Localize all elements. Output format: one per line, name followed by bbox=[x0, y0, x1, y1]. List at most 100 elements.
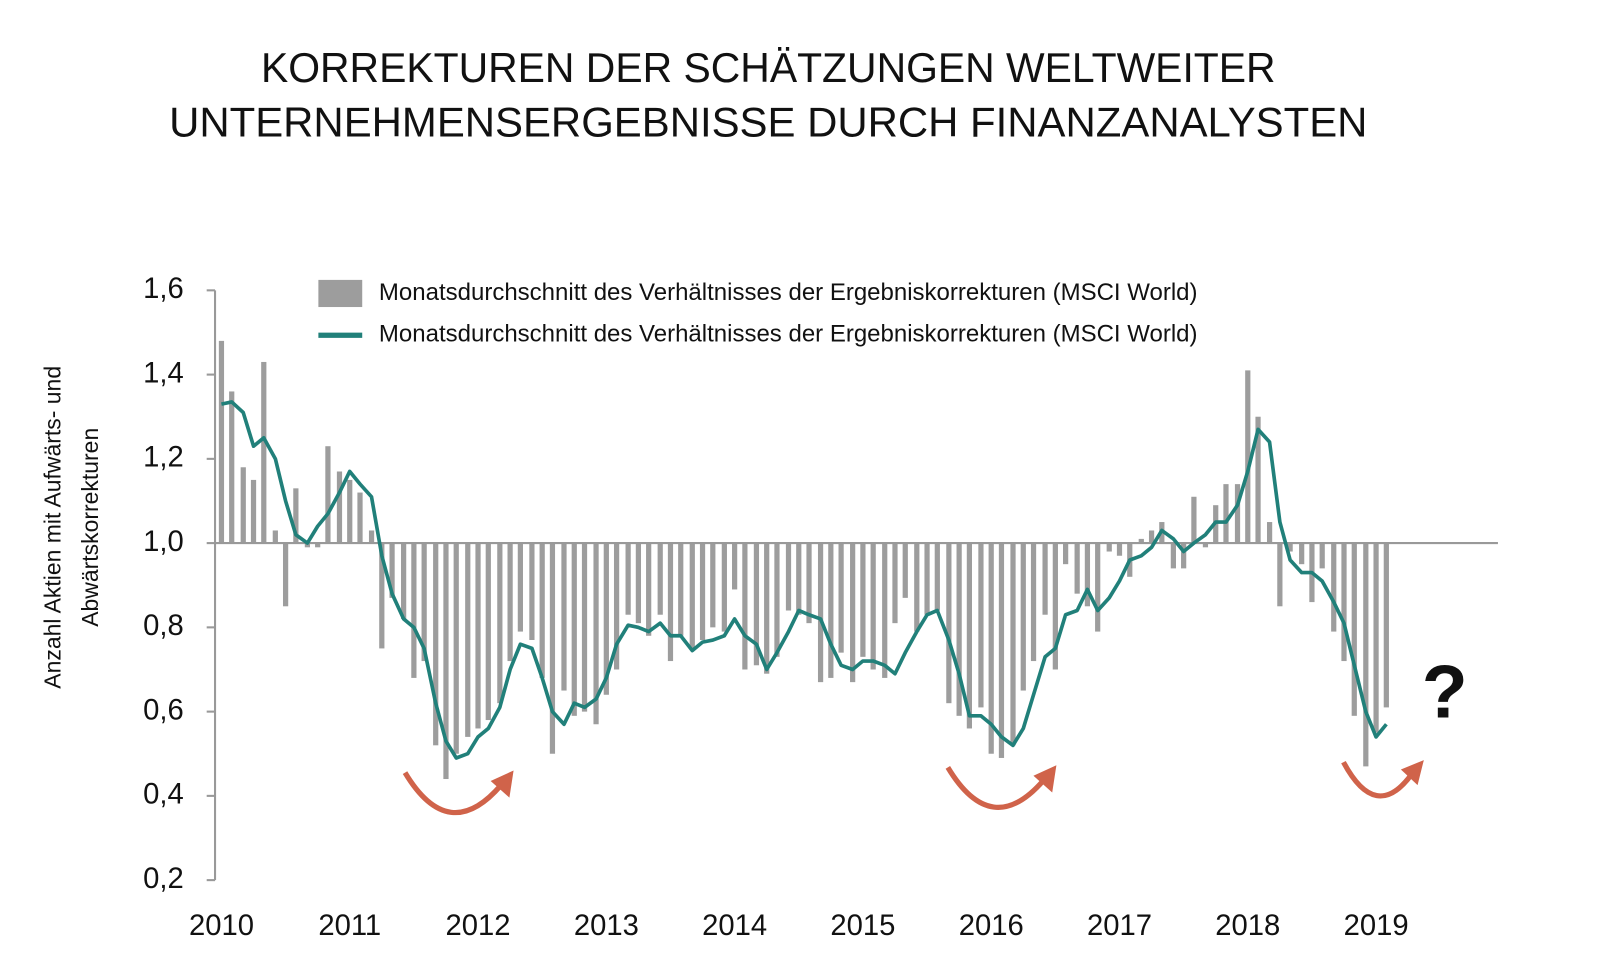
arrows bbox=[402, 760, 1414, 816]
y-axis-title-line: Anzahl Aktien mit Aufwärts- und bbox=[39, 366, 65, 689]
y-tick-label: 1,0 bbox=[143, 526, 184, 558]
bar bbox=[1255, 416, 1261, 544]
bar bbox=[924, 543, 930, 615]
annotation: ? bbox=[1422, 649, 1468, 733]
bar bbox=[507, 543, 513, 662]
bar bbox=[998, 543, 1005, 758]
arrow bbox=[402, 771, 504, 816]
arrow bbox=[945, 766, 1046, 810]
line bbox=[221, 400, 1388, 760]
bar bbox=[934, 543, 940, 611]
bar bbox=[549, 543, 556, 754]
bar bbox=[902, 543, 908, 598]
bar bbox=[293, 488, 299, 544]
bar bbox=[1223, 484, 1229, 544]
bar bbox=[325, 446, 331, 544]
bar bbox=[742, 543, 748, 670]
bar bbox=[250, 479, 257, 544]
bar bbox=[1063, 543, 1069, 565]
x-tick-label: 2017 bbox=[1087, 910, 1152, 942]
bar bbox=[1116, 543, 1123, 556]
bar bbox=[806, 543, 812, 624]
bar bbox=[667, 543, 674, 662]
bar bbox=[379, 543, 385, 649]
bar bbox=[218, 340, 225, 544]
bar bbox=[785, 543, 792, 611]
legend-label: Monatsdurchschnitt des Verhältnisses der… bbox=[379, 321, 1198, 348]
bar bbox=[1191, 496, 1197, 544]
x-tick-label: 2012 bbox=[446, 910, 511, 942]
bar bbox=[946, 543, 952, 704]
bar bbox=[497, 543, 503, 704]
bar bbox=[240, 467, 246, 544]
arrow-head bbox=[1033, 765, 1057, 793]
bar bbox=[517, 543, 523, 632]
bar bbox=[1277, 543, 1283, 607]
bar bbox=[1245, 370, 1251, 544]
bar bbox=[272, 530, 278, 544]
bar bbox=[1383, 543, 1389, 708]
bar bbox=[1266, 522, 1273, 544]
bar bbox=[1074, 543, 1080, 594]
y-tick-label: 0,4 bbox=[143, 779, 184, 811]
x-tick-label: 2011 bbox=[318, 910, 381, 942]
bar bbox=[914, 543, 920, 632]
y-tick-label: 1,6 bbox=[143, 273, 184, 305]
bar bbox=[1010, 543, 1016, 746]
bar bbox=[433, 543, 439, 746]
x-tick-label: 2013 bbox=[574, 910, 639, 942]
bar bbox=[721, 543, 727, 632]
bar bbox=[347, 479, 353, 544]
bar bbox=[1148, 530, 1155, 544]
bar bbox=[1052, 543, 1058, 670]
bar bbox=[571, 543, 577, 716]
y-axis-title-line: Abwärtskorrekturen bbox=[77, 428, 103, 627]
bar bbox=[1170, 543, 1176, 569]
arrow bbox=[1341, 760, 1414, 799]
y-tick-label: 1,2 bbox=[143, 442, 184, 474]
bar bbox=[475, 543, 481, 729]
x-tick-label: 2019 bbox=[1344, 910, 1409, 942]
chart-title: UNTERNEHMENSERGEBNISSE DURCH FINANZANALY… bbox=[169, 98, 1367, 145]
bar bbox=[966, 543, 973, 729]
bar bbox=[1319, 543, 1325, 569]
bar bbox=[282, 543, 289, 607]
bar bbox=[368, 530, 375, 544]
bar bbox=[1351, 543, 1357, 716]
chart-title: KORREKTUREN DER SCHÄTZUNGEN WELTWEITER bbox=[261, 44, 1276, 91]
bar bbox=[956, 543, 962, 716]
bar bbox=[689, 543, 695, 649]
bar bbox=[603, 543, 609, 695]
bar bbox=[1363, 543, 1369, 767]
bar bbox=[988, 543, 994, 754]
bar bbox=[581, 543, 588, 712]
bar bbox=[421, 543, 427, 662]
x-tick-label: 2018 bbox=[1215, 910, 1280, 942]
x-tick-label: 2016 bbox=[959, 910, 1024, 942]
bar bbox=[774, 543, 780, 657]
x-tick-label: 2015 bbox=[830, 910, 895, 942]
x-tick-label: 2010 bbox=[189, 910, 254, 942]
bar bbox=[315, 543, 321, 548]
bar bbox=[1181, 543, 1187, 569]
bar bbox=[389, 543, 395, 598]
bar bbox=[1042, 543, 1048, 615]
bar bbox=[1138, 538, 1144, 544]
bar bbox=[1287, 543, 1293, 552]
bar bbox=[401, 543, 407, 619]
bar bbox=[753, 543, 760, 666]
bar bbox=[561, 543, 567, 691]
bar bbox=[1331, 543, 1337, 632]
bar bbox=[304, 543, 311, 548]
arrow-head bbox=[1400, 760, 1424, 786]
bar bbox=[870, 543, 876, 670]
bar bbox=[1095, 543, 1101, 632]
bar bbox=[465, 543, 471, 737]
bar bbox=[860, 543, 866, 657]
bar bbox=[357, 492, 363, 544]
bar bbox=[828, 543, 834, 678]
bar bbox=[710, 543, 716, 628]
bar bbox=[1373, 543, 1379, 733]
bar bbox=[1084, 543, 1091, 607]
